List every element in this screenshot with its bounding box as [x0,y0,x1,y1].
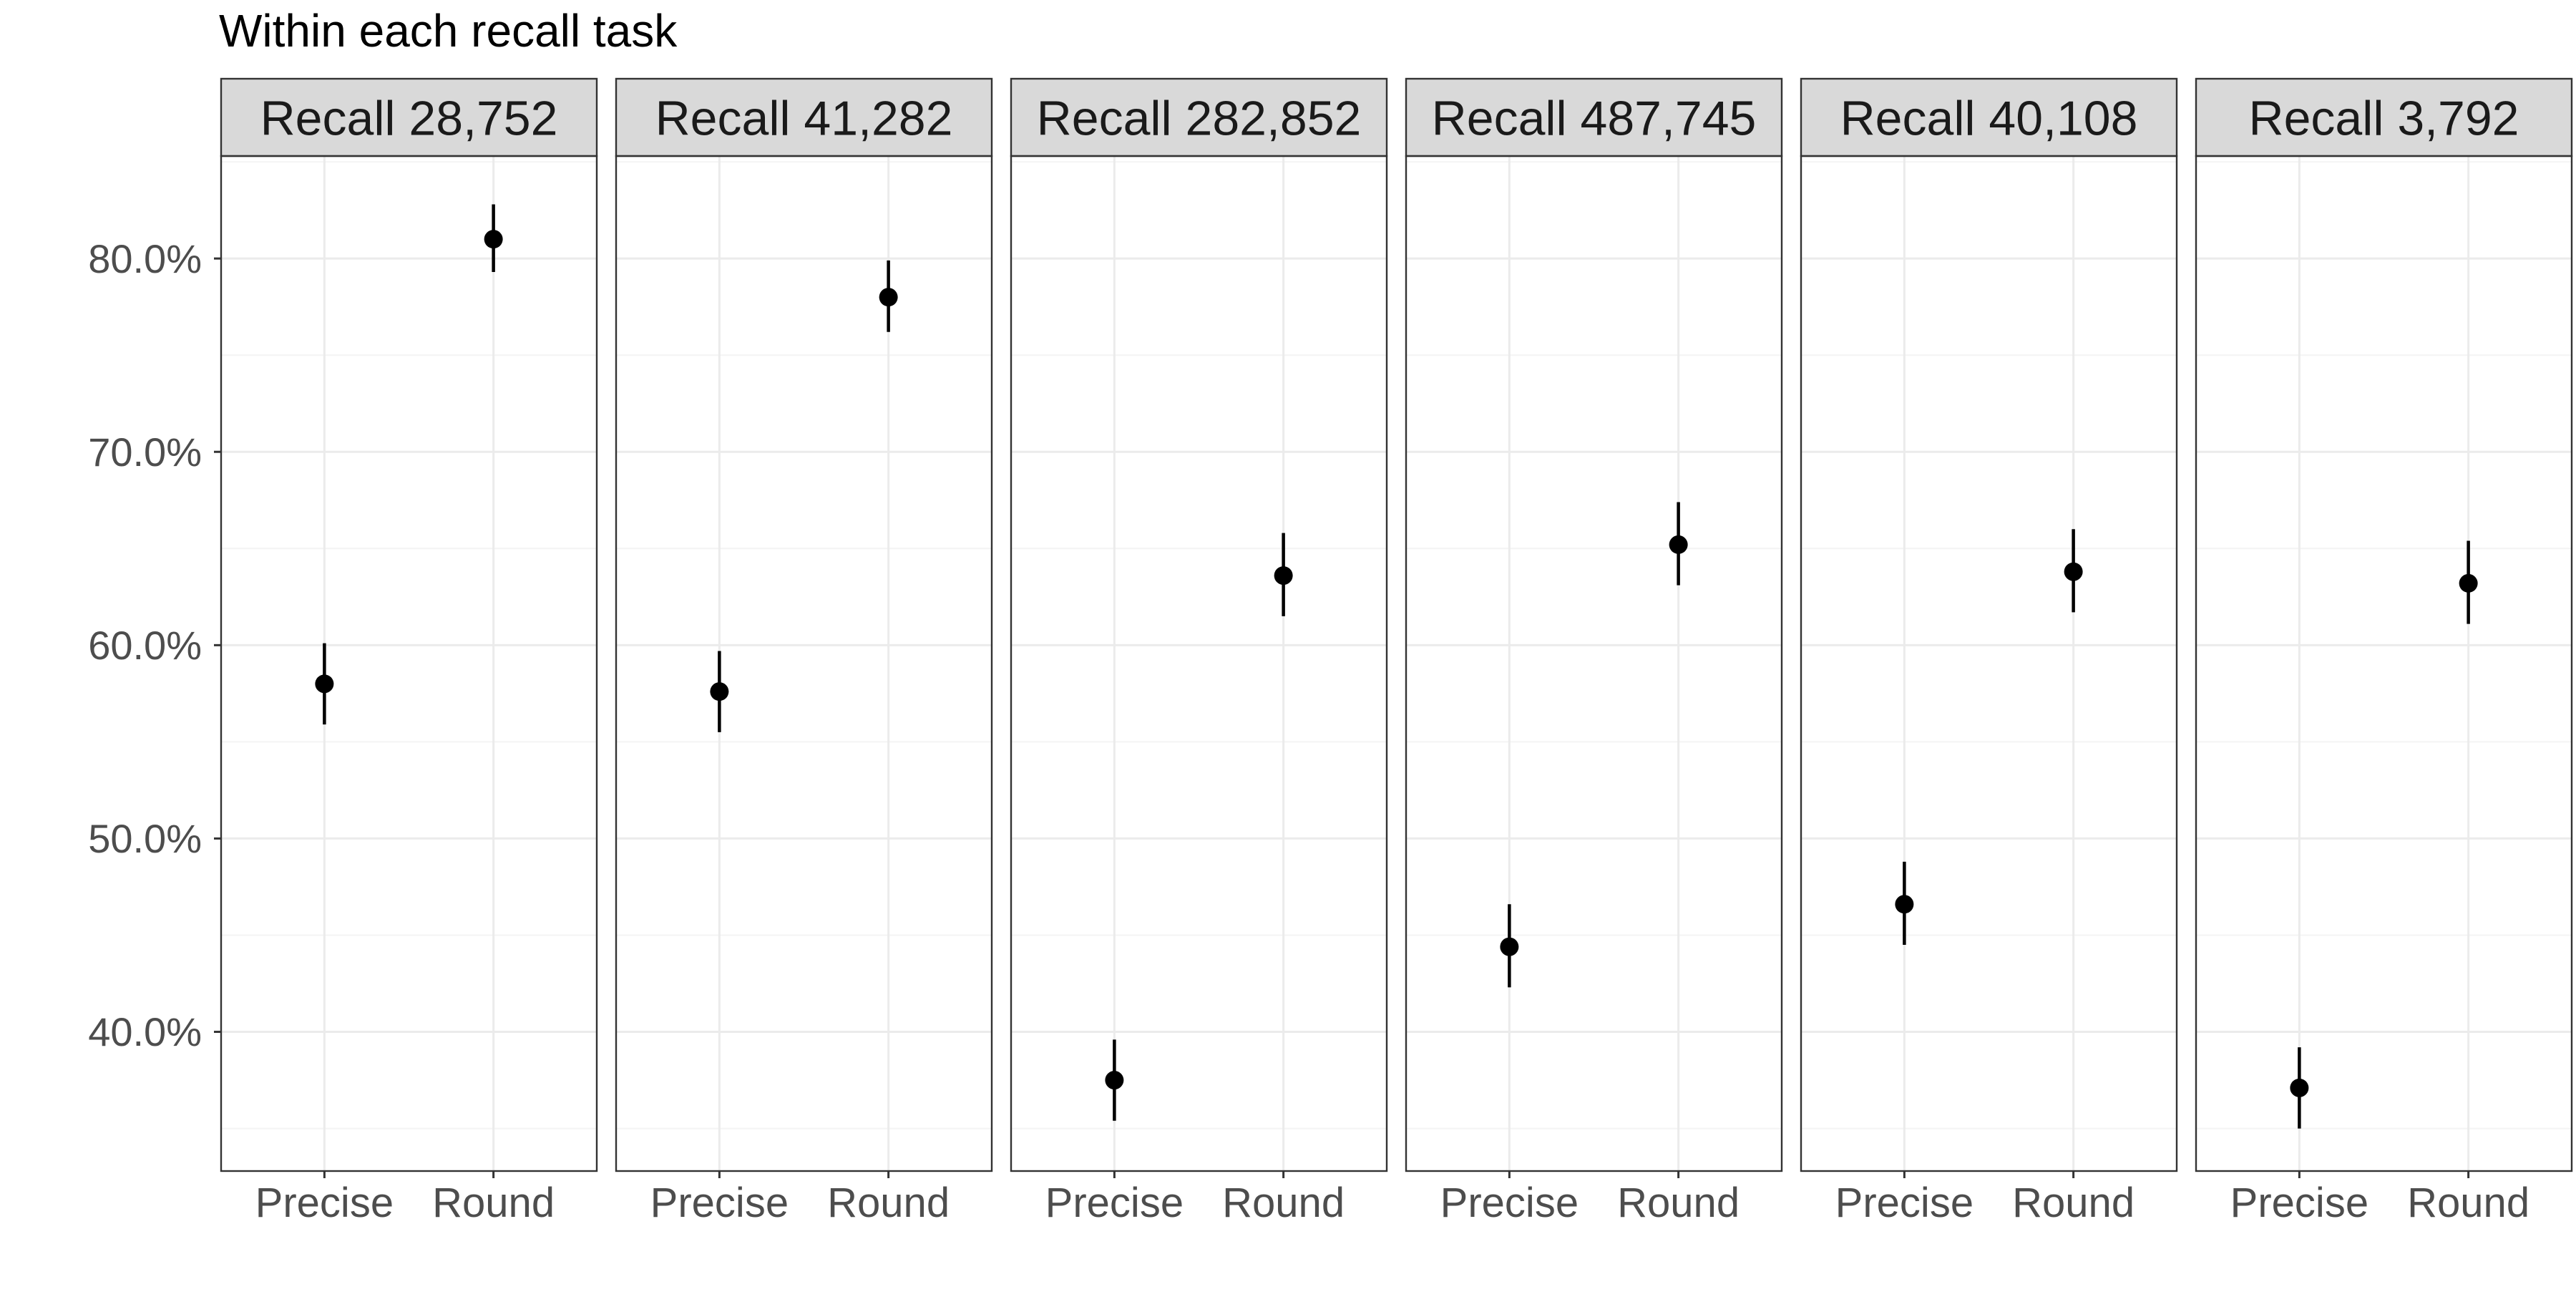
facet-strip [1405,77,1783,157]
y-tick-label: 40.0% [88,1009,202,1054]
facet-strip-label: Recall 282,852 [1037,91,1362,145]
data-point [1500,937,1519,956]
x-tick-label: Round [1617,1180,1740,1226]
panel-border [615,155,993,1172]
y-tick-label: 80.0% [88,236,202,281]
data-point [879,288,898,307]
data-point [315,674,334,694]
x-tick-label: Round [1222,1180,1345,1226]
panel-background [1011,156,1387,1171]
x-tick-label: Precise [1835,1180,1974,1226]
x-tick-label: Round [827,1180,950,1226]
panel-background [1406,156,1782,1171]
data-point [1895,895,1914,914]
data-point [484,230,503,249]
panel-border [1405,155,1783,1172]
facet-strip-label: Recall 3,792 [2248,91,2519,145]
x-tick-label: Round [432,1180,555,1226]
x-tick-label: Round [2012,1180,2135,1226]
data-point [1669,535,1688,554]
data-point [1274,566,1293,586]
x-tick-label: Precise [255,1180,394,1226]
data-point [2290,1078,2309,1097]
facet-strip-label: Recall 28,752 [260,91,558,145]
x-tick-label: Precise [1045,1180,1184,1226]
data-point [1105,1071,1124,1090]
panel-border [1800,155,2178,1172]
panel-background [2196,156,2572,1171]
panel-background [221,156,597,1171]
y-tick-label: 50.0% [88,816,202,861]
facet-strip-label: Recall 41,282 [655,91,953,145]
x-tick-label: Precise [1440,1180,1579,1226]
data-point [2459,573,2478,593]
panel-border [2195,155,2573,1172]
facet-strip-label: Recall 487,745 [1432,91,1757,145]
x-tick-label: Precise [2230,1180,2368,1226]
facet-strip [220,77,598,157]
panel-background [1801,156,2177,1171]
data-point [710,682,729,701]
y-tick-label: 70.0% [88,429,202,475]
data-point [2064,562,2083,581]
panel-background [616,156,992,1171]
facet-strip [1800,77,2178,157]
panel-border [1010,155,1388,1172]
facet-strip [615,77,993,157]
facet-strip [1010,77,1388,157]
x-tick-label: Round [2407,1180,2529,1226]
chart-title: Within each recall task [219,5,678,57]
facet-strip [2195,77,2573,157]
x-tick-label: Precise [650,1180,789,1226]
panel-border [220,155,598,1172]
facet-strip-label: Recall 40,108 [1840,91,2138,145]
y-tick-label: 60.0% [88,623,202,668]
